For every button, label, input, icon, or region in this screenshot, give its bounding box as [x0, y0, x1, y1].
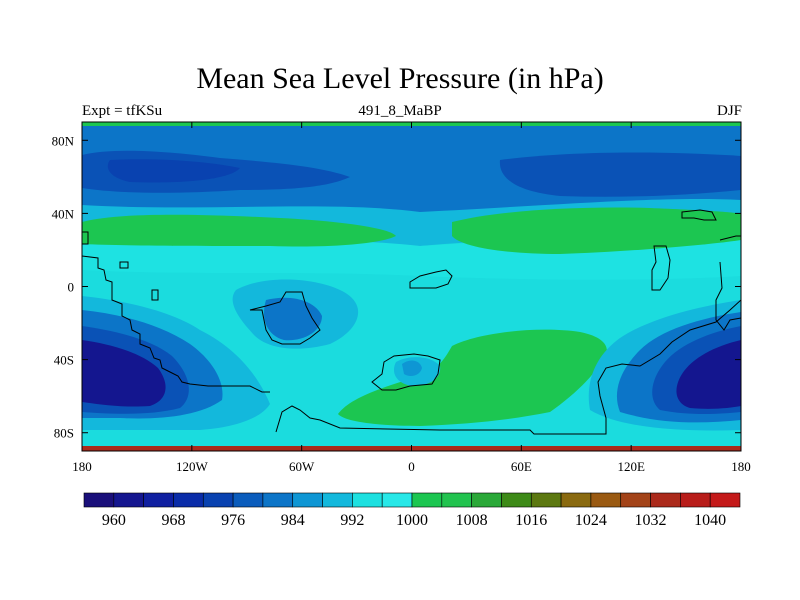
coastline-east [715, 261, 741, 331]
coastline-west [82, 255, 270, 393]
colorbar-label: 992 [340, 512, 364, 529]
north-pacific-low [499, 152, 741, 197]
colorbar-label: 1016 [515, 512, 547, 529]
colorbar-swatch [292, 492, 323, 508]
colorbar-swatch [590, 492, 622, 508]
coastlines [82, 209, 741, 435]
colorbar-label: 984 [281, 512, 305, 529]
y-tick-label: 80N [52, 133, 75, 148]
colorbar-swatch [202, 492, 234, 508]
colorbar-swatch [441, 492, 472, 508]
north-low-core-west [107, 159, 241, 183]
y-tick-label: 40N [52, 206, 75, 221]
colorbar-label: 1032 [635, 512, 667, 529]
south-subtropical-high [338, 329, 607, 426]
coastline-north-island [681, 209, 717, 221]
africa-low-core [402, 360, 422, 376]
x-tick-label: 180 [731, 459, 751, 474]
colorbar-swatch [471, 492, 502, 508]
coastline-island-2 [151, 289, 159, 301]
x-tick-label: 60E [511, 459, 532, 474]
coastline-north-east [719, 235, 741, 241]
colorbar-swatch [352, 492, 383, 508]
axes: 180 120W 60W 0 60E 120E 180 80N 40N 0 40S 80S [52, 122, 751, 474]
colorbar-label: 968 [161, 512, 185, 529]
colorbar-swatch [381, 492, 413, 508]
coastline-north-west [82, 231, 89, 245]
colorbar-swatch [501, 492, 532, 508]
y-tick-label: 0 [68, 280, 75, 295]
pressure-field [82, 122, 741, 451]
chart-title: Mean Sea Level Pressure (in hPa) [196, 62, 604, 95]
colorbar-swatch [173, 492, 204, 508]
x-tick-label: 0 [408, 459, 415, 474]
colorbar-swatch [322, 492, 353, 508]
colorbar-label: 1040 [694, 512, 726, 529]
colorbar-swatch [83, 492, 115, 508]
coastline-africa [371, 353, 441, 391]
colorbar-swatch [560, 492, 592, 508]
coastline-north-africa [409, 269, 453, 289]
coastline-south-america [249, 291, 321, 345]
experiment-label: Expt = tfKSu [82, 103, 163, 119]
y-tick-label: 40S [54, 353, 74, 368]
colorbar-swatch [143, 492, 174, 508]
x-tick-label: 60W [289, 459, 315, 474]
coastline-island [119, 261, 129, 269]
colorbar: 960 968 976 984 992 1000 1008 1016 1024 1032 1040 [83, 492, 741, 529]
coastline-antarctic-east [275, 299, 741, 435]
time-label: 491_8_MaBP [358, 103, 442, 119]
south-east-low-core [676, 340, 741, 409]
x-tick-label: 120E [617, 459, 645, 474]
season-label: DJF [716, 103, 742, 119]
colorbar-label: 1024 [575, 512, 607, 529]
coastline-asia [651, 245, 671, 291]
colorbar-swatch [620, 492, 651, 508]
colorbar-swatch [113, 492, 144, 508]
colorbar-label: 1008 [456, 512, 488, 529]
colorbar-swatch [232, 492, 264, 508]
colorbar-swatch [262, 492, 294, 508]
north-pacific-high [452, 207, 741, 254]
x-tick-label: 180 [72, 459, 92, 474]
colorbar-swatch [709, 492, 741, 508]
x-tick-label: 120W [176, 459, 209, 474]
south-west-low-core [82, 340, 166, 407]
colorbar-swatch [680, 492, 711, 508]
north-atlantic-high [82, 214, 396, 247]
colorbar-swatch [411, 492, 443, 508]
colorbar-swatch [650, 492, 681, 508]
colorbar-label: 960 [102, 512, 126, 529]
colorbar-label: 976 [221, 512, 245, 529]
colorbar-swatch [530, 492, 562, 508]
colorbar-label: 1000 [396, 512, 428, 529]
y-tick-label: 80S [54, 426, 74, 441]
